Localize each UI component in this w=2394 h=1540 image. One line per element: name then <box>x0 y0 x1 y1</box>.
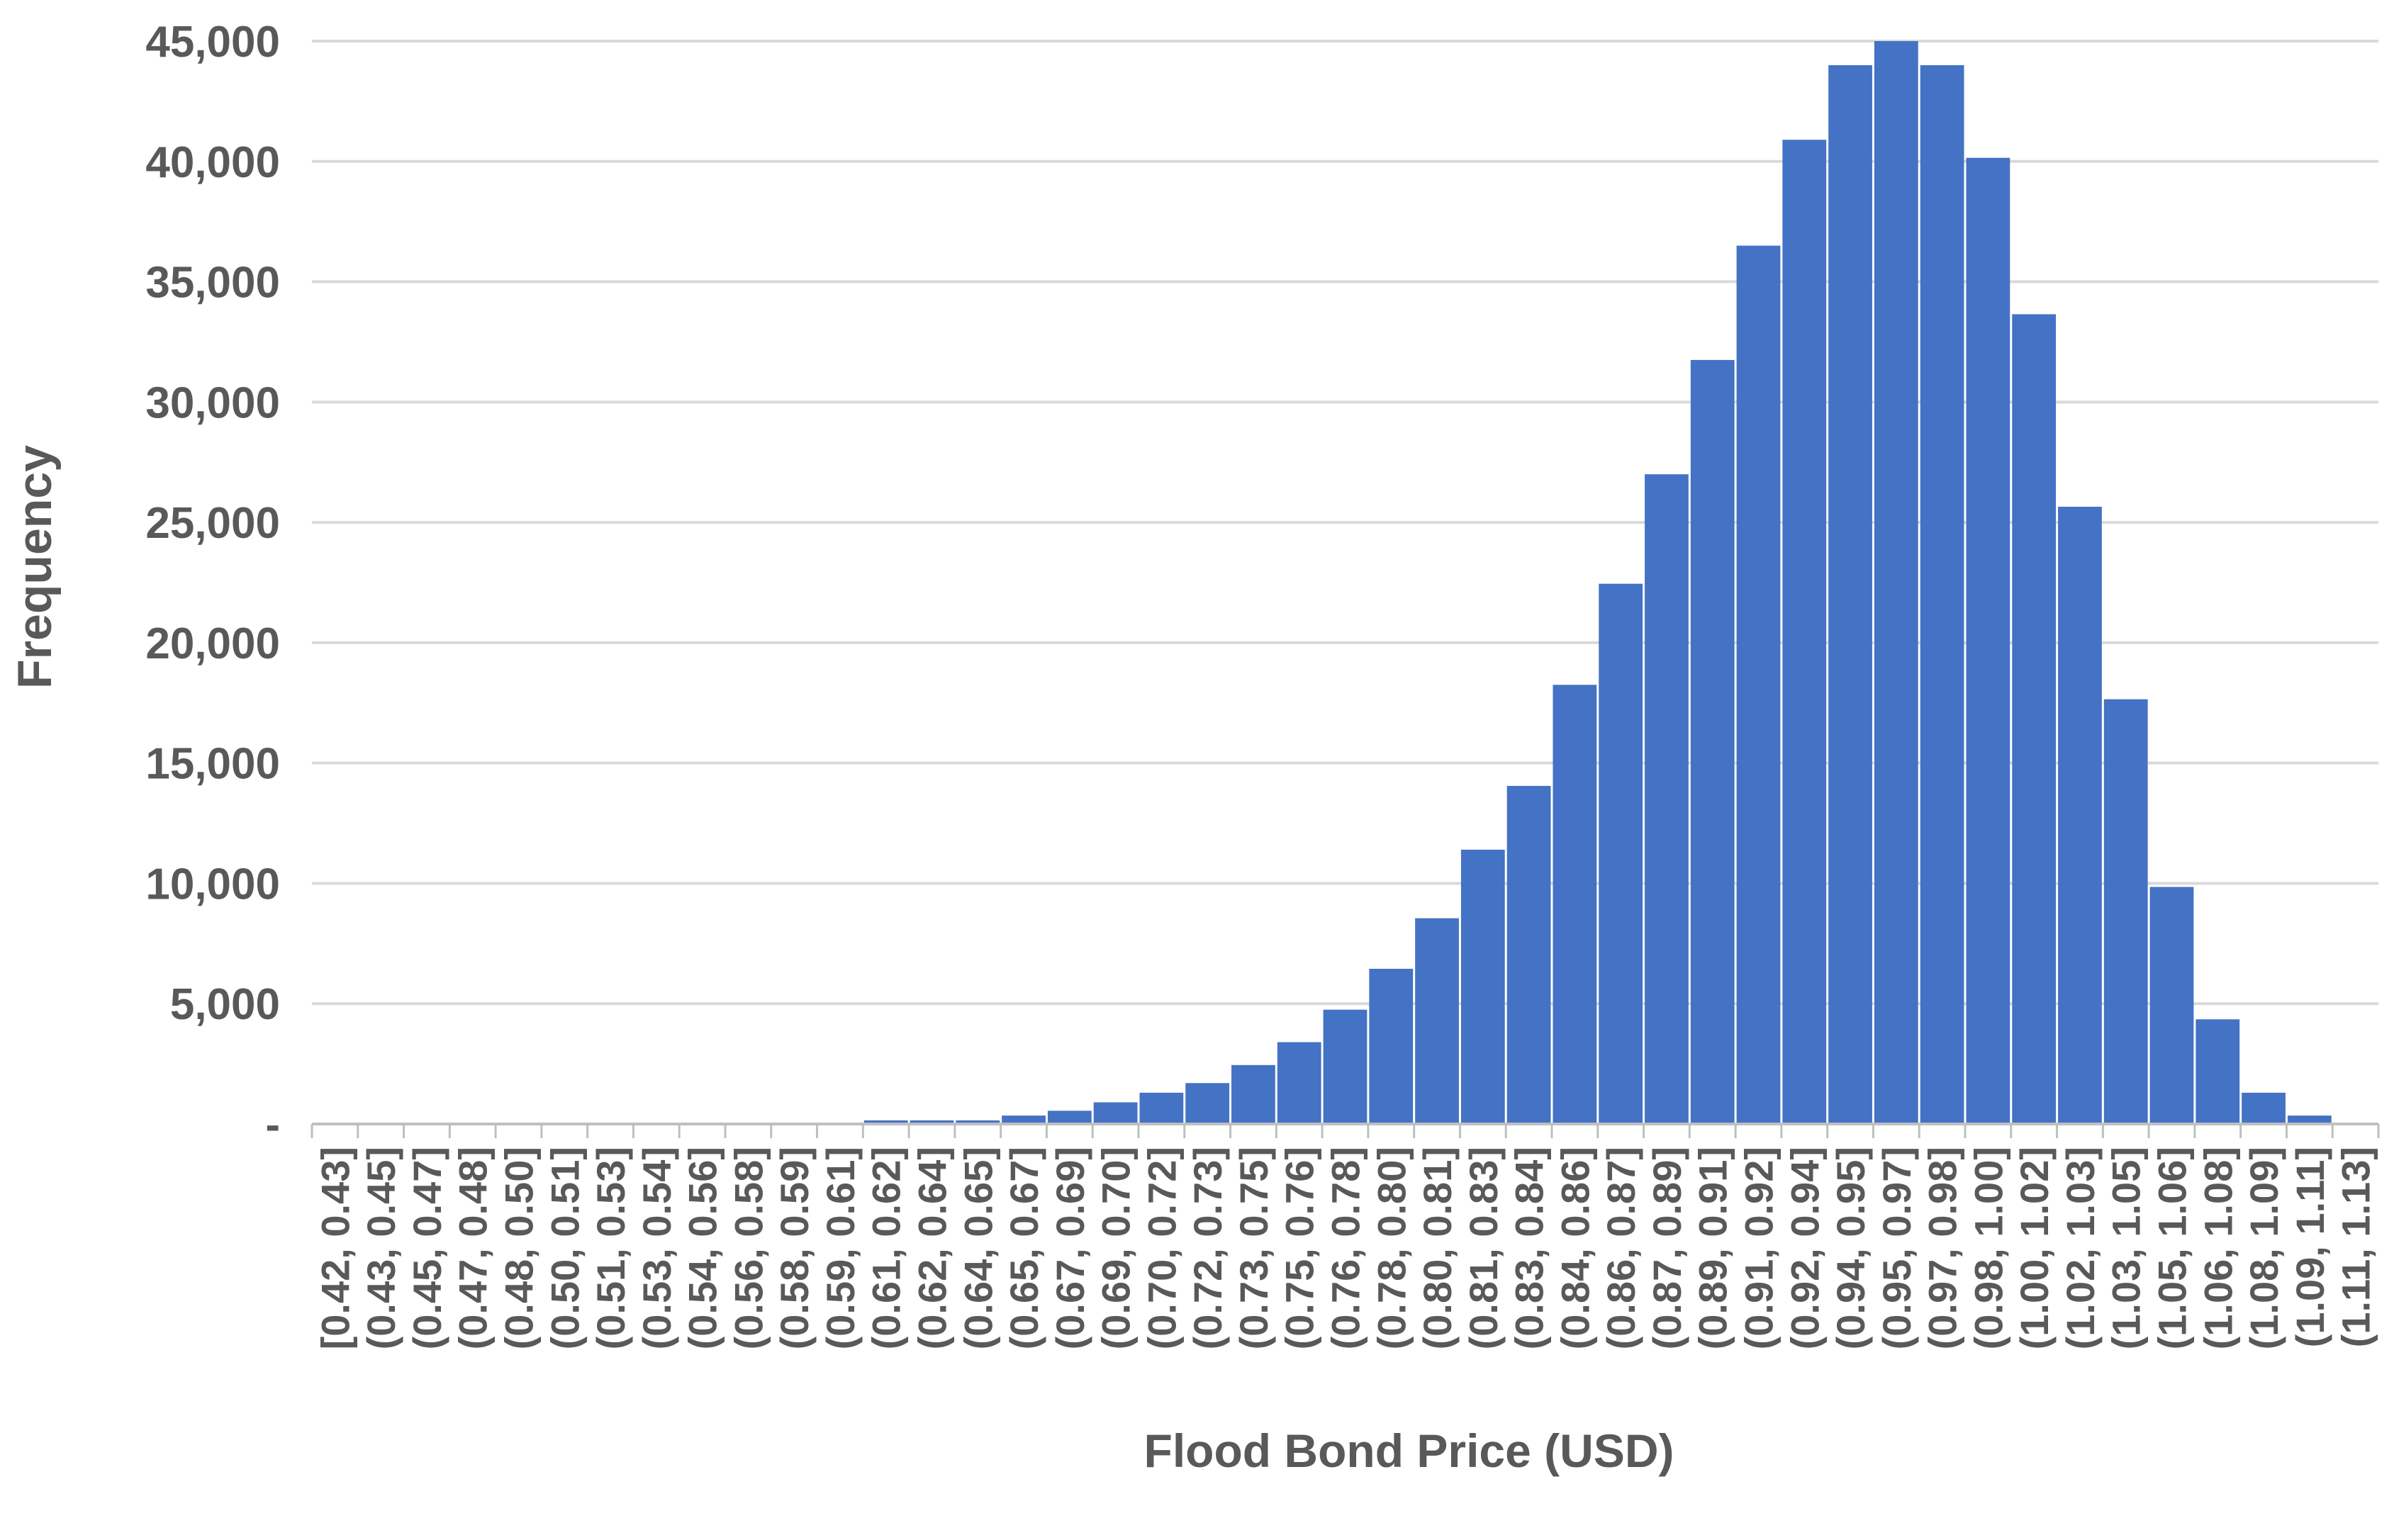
y-tick-label: 15,000 <box>145 740 280 789</box>
histogram-bar <box>1139 1092 1184 1124</box>
x-tick-label: (0.64, 0.65] <box>956 1147 1000 1349</box>
histogram-bar <box>1782 140 1827 1124</box>
x-tick-label: (0.65, 0.67] <box>1002 1147 1046 1349</box>
x-tick-label: (0.53, 0.54] <box>634 1147 679 1349</box>
histogram-bar <box>1874 41 1918 1124</box>
histogram-bar <box>1645 474 1689 1124</box>
histogram-bar <box>1231 1064 1275 1124</box>
histogram-bar <box>2103 699 2148 1124</box>
x-tick-label: (0.86, 0.87] <box>1599 1147 1643 1349</box>
y-tick-label: 40,000 <box>145 138 280 187</box>
x-tick-label: (0.43, 0.45] <box>359 1147 403 1349</box>
histogram-bar <box>1966 157 2010 1124</box>
y-tick-labels: - 5,000 10,000 15,000 20,000 25,000 30,000 35,0… <box>145 18 280 1150</box>
x-tick-label: (0.47, 0.48] <box>451 1147 496 1349</box>
x-tick-label: (0.56, 0.58] <box>726 1147 771 1349</box>
histogram-bar <box>1690 359 1735 1124</box>
y-tick-label: - <box>265 1101 280 1150</box>
x-tick-label: (0.48, 0.50] <box>497 1147 542 1349</box>
histogram-bar <box>2287 1115 2332 1124</box>
histogram-bar <box>1323 1009 1367 1124</box>
histogram-bar <box>910 1120 954 1124</box>
histogram-bar <box>1506 785 1551 1124</box>
histogram-bar <box>2058 507 2102 1124</box>
histogram-bar <box>1599 583 1643 1124</box>
y-tick-label: 10,000 <box>145 860 280 909</box>
y-axis-title: Frequency <box>8 445 62 689</box>
x-tick-label: (1.08, 1.09] <box>2242 1147 2286 1349</box>
y-tick-label: 30,000 <box>145 378 280 427</box>
histogram-bar <box>2149 887 2194 1124</box>
x-tick-label: (1.06, 1.08] <box>2196 1147 2240 1349</box>
x-tick-label: (0.58, 0.59] <box>772 1147 817 1349</box>
x-tick-label: (0.51, 0.53] <box>588 1147 633 1349</box>
histogram-bar <box>1920 64 1964 1124</box>
x-tick-label: (0.95, 0.97] <box>1874 1147 1919 1349</box>
x-tick-label: (0.50, 0.51] <box>542 1147 587 1349</box>
histogram-bar <box>1002 1115 1046 1124</box>
x-tick-label: (1.02, 1.03] <box>2058 1147 2103 1349</box>
y-tick-label: 25,000 <box>145 499 280 548</box>
x-tick-label: (0.89, 0.91] <box>1691 1147 1735 1349</box>
x-tick-label: (0.97, 0.98] <box>1920 1147 1965 1349</box>
x-tick-label: (0.76, 0.78] <box>1324 1147 1368 1349</box>
x-tick-label: (1.05, 1.06] <box>2150 1147 2195 1349</box>
x-tick-label: (1.09, 1.11] <box>2288 1147 2332 1347</box>
x-tick-label: (0.67, 0.69] <box>1048 1147 1092 1349</box>
histogram-bar <box>1277 1042 1321 1124</box>
histogram-bar <box>1460 849 1505 1124</box>
x-tick-label: (0.84, 0.86] <box>1553 1147 1597 1349</box>
x-tick-label: (0.78, 0.80] <box>1369 1147 1414 1349</box>
x-tick-labels: [0.42, 0.43] (0.43, 0.45] (0.45, 0.47] (0.4… <box>313 1147 2378 1349</box>
x-tick-label: (0.92, 0.94] <box>1782 1147 1827 1349</box>
x-tick-label: (1.11, 1.13] <box>2334 1147 2378 1347</box>
x-tick-label: (0.87, 0.89] <box>1645 1147 1689 1349</box>
histogram-bar <box>1553 685 1597 1124</box>
x-tick-label: (0.72, 0.73] <box>1185 1147 1230 1349</box>
x-tick-label: (1.03, 1.05] <box>2104 1147 2149 1349</box>
histogram-bar <box>2242 1092 2286 1124</box>
histogram-bar <box>2196 1019 2240 1124</box>
gridlines <box>312 40 2378 1006</box>
axes <box>311 1123 2380 1138</box>
histogram-bar <box>1093 1102 1138 1124</box>
x-tick-label: (0.83, 0.84] <box>1507 1147 1552 1349</box>
y-tick-label: 45,000 <box>145 18 280 67</box>
histogram-bar <box>1736 245 1781 1125</box>
x-tick-label: (0.75, 0.76] <box>1277 1147 1322 1349</box>
x-tick-label: (0.80, 0.81] <box>1415 1147 1460 1349</box>
x-tick-label: (0.61, 0.62] <box>864 1147 909 1349</box>
x-tick-label: (0.59, 0.61] <box>818 1147 863 1349</box>
y-tick-label: 5,000 <box>170 980 280 1029</box>
x-tick-label: (0.91, 0.92] <box>1737 1147 1781 1349</box>
x-tick-label: (0.94, 0.95] <box>1828 1147 1873 1349</box>
histogram-bar <box>2012 314 2057 1125</box>
x-tick-label: [0.42, 0.43] <box>313 1147 357 1349</box>
x-tick-label: (1.00, 1.02] <box>2012 1147 2057 1349</box>
histogram-bar <box>1828 64 1872 1124</box>
histogram-bar <box>1369 968 1414 1124</box>
histogram-bar <box>1185 1083 1230 1124</box>
histogram-bar <box>956 1120 1000 1124</box>
histogram-bar <box>863 1120 908 1124</box>
x-tick-label: (0.69, 0.70] <box>1094 1147 1139 1349</box>
x-tick-label: (0.81, 0.83] <box>1461 1147 1506 1349</box>
x-axis-title: Flood Bond Price (USD) <box>1144 1424 1674 1477</box>
x-tick-label: (0.54, 0.56] <box>681 1147 725 1349</box>
bars <box>863 41 2332 1125</box>
x-tick-label: (0.73, 0.75] <box>1231 1147 1276 1349</box>
x-tick-label: (0.70, 0.72] <box>1139 1147 1184 1349</box>
histogram-bar <box>1415 918 1459 1124</box>
y-tick-label: 20,000 <box>145 619 280 668</box>
histogram-bar <box>1047 1111 1092 1124</box>
x-tick-label: (0.45, 0.47] <box>405 1147 449 1349</box>
x-tick-label: (0.62, 0.64] <box>910 1147 955 1349</box>
y-tick-label: 35,000 <box>145 259 280 308</box>
x-tick-label: (0.98, 1.00] <box>1966 1147 2010 1349</box>
